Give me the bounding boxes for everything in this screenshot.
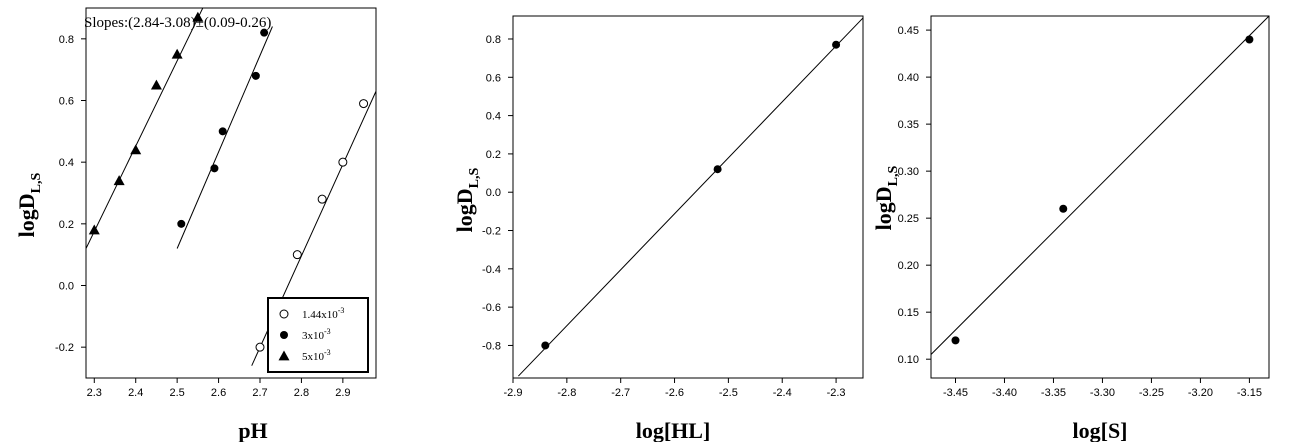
data-point: [359, 99, 369, 109]
y-axis-label: logDL,S: [14, 172, 44, 237]
panel-ph: 2.3 2.4 2.5 2.6 2.7 2.8 2.9 -0.2 0.0 0.2 0.4 0.6 0.8…: [14, 7, 377, 442]
plot-frame: [85, 7, 377, 379]
x-tick-label: 2.7: [252, 387, 267, 399]
data-point: [951, 336, 960, 345]
data-point: [338, 157, 348, 167]
y-tick-label: 0.4: [59, 157, 74, 169]
plot-frame: [930, 15, 1270, 379]
y-tick-label: -0.6: [482, 302, 501, 314]
data-point: [113, 175, 125, 186]
y-tick-label: -0.8: [482, 340, 501, 352]
y-tick-label: 0.2: [59, 219, 74, 231]
y-tick-label: 0.4: [486, 111, 501, 123]
x-tick-label: -2.3: [827, 387, 846, 399]
x-tick-label: -2.4: [773, 387, 792, 399]
data-point: [260, 28, 269, 37]
y-tick-label: -0.2: [482, 226, 501, 238]
x-tick-label: -3.35: [1041, 387, 1066, 399]
x-axis-label: pH: [238, 418, 267, 442]
fit-line: [518, 17, 863, 377]
y-tick-label: -0.2: [55, 342, 74, 354]
data-point: [192, 11, 204, 22]
x-tick-label: -2.7: [611, 387, 630, 399]
legend-label: 5x10-3: [302, 348, 331, 363]
y-tick-label: 0.15: [898, 307, 919, 319]
x-tick-label: 2.6: [211, 387, 226, 399]
panel-log-hl: -2.9 -2.8 -2.7 -2.6 -2.5 -2.4 -2.3 -0.8 -0.6 -0.4…: [452, 15, 864, 442]
data-point: [171, 48, 183, 59]
y-tick-label: 0.35: [898, 119, 919, 131]
data-point: [130, 144, 142, 155]
legend-marker: [280, 331, 288, 339]
x-tick-label: -3.25: [1139, 387, 1164, 399]
legend-marker: [279, 309, 289, 319]
x-axis-label: log[S]: [1073, 418, 1128, 442]
y-axis-label: logDL,S: [452, 167, 482, 232]
y-tick-label: 0.45: [898, 25, 919, 37]
data-point: [832, 40, 841, 49]
data-point: [713, 165, 722, 174]
x-tick-label: -3.30: [1090, 387, 1115, 399]
x-tick-label: 2.9: [335, 387, 350, 399]
slopes-annotation: Slopes:(2.84-3.08)±(0.09-0.26): [84, 15, 271, 31]
y-tick-label: 0.30: [898, 166, 919, 178]
legend-label: 1.44x10-3: [302, 306, 344, 321]
y-axis-label: logDL,S: [871, 165, 901, 230]
legend-marker: [278, 350, 290, 361]
y-tick-label: 0.10: [898, 354, 919, 366]
data-point: [218, 127, 227, 136]
fit-line: [86, 8, 204, 249]
data-point: [150, 79, 162, 90]
fit-line: [176, 26, 273, 249]
x-tick-label: -3.15: [1237, 387, 1262, 399]
y-tick-label: 0.25: [898, 213, 919, 225]
x-axis-label: log[HL]: [636, 418, 711, 442]
y-tick-label: 0.8: [59, 34, 74, 46]
y-tick-label: 0.0: [59, 281, 74, 293]
y-tick-label: 0.40: [898, 72, 919, 84]
y-tick-label: 0.2: [486, 149, 501, 161]
x-tick-label: -2.8: [557, 387, 576, 399]
x-tick-label: -2.9: [504, 387, 523, 399]
data-point: [1245, 35, 1254, 44]
data-point: [292, 250, 302, 260]
x-tick-label: 2.4: [128, 387, 143, 399]
x-tick-label: -3.45: [943, 387, 968, 399]
y-tick-label: 0.8: [486, 34, 501, 46]
data-point: [255, 342, 265, 352]
data-point: [210, 164, 219, 173]
legend: 1.44x10-3 3x10-3 5x10-3: [267, 297, 369, 373]
data-point: [251, 71, 260, 80]
data-point: [177, 219, 186, 228]
plot-frame: [512, 15, 864, 379]
x-tick-label: 2.5: [169, 387, 184, 399]
y-tick-label: -0.4: [482, 264, 501, 276]
data-point: [317, 194, 327, 204]
x-tick-label: -3.40: [992, 387, 1017, 399]
y-tick-label: 0.0: [486, 187, 501, 199]
x-tick-label: 2.3: [87, 387, 102, 399]
y-tick-label: 0.6: [59, 96, 74, 108]
x-tick-label: -3.20: [1188, 387, 1213, 399]
data-point: [541, 341, 550, 350]
panel-log-s: -3.45 -3.40 -3.35 -3.30 -3.25 -3.20 -3.15 0.10 0…: [871, 15, 1270, 442]
data-point: [1059, 204, 1068, 213]
x-tick-label: -2.5: [719, 387, 738, 399]
y-tick-label: 0.6: [486, 72, 501, 84]
x-tick-label: -2.6: [665, 387, 684, 399]
y-tick-label: 0.20: [898, 260, 919, 272]
data-point: [88, 224, 100, 235]
fit-line: [931, 16, 1269, 355]
legend-label: 3x10-3: [302, 327, 331, 342]
x-tick-label: 2.8: [294, 387, 309, 399]
